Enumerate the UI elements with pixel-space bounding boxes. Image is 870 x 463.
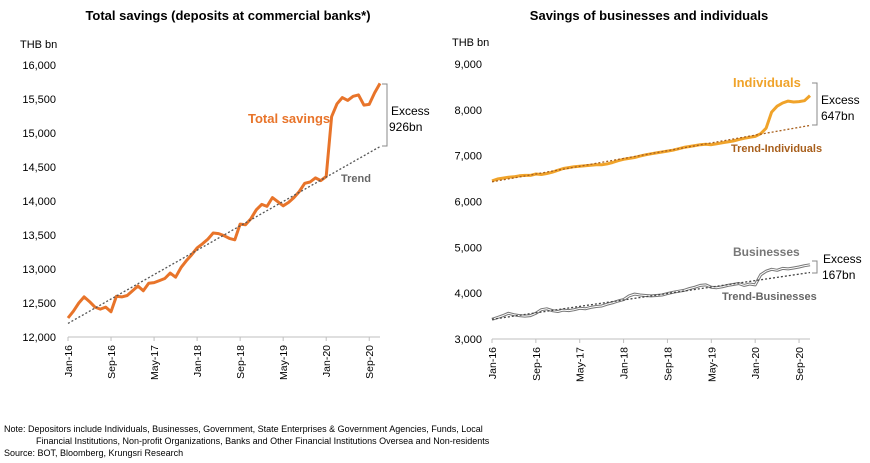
y-tick-label: 5,000 — [454, 242, 482, 254]
excess-label-individuals-line1: Excess — [821, 93, 860, 107]
footnote-line1: Note: Depositors include Individuals, Bu… — [4, 424, 483, 434]
x-tick-label: Jan-18 — [619, 347, 631, 379]
x-tick-label: Sep-20 — [794, 347, 806, 381]
x-tick-label: Sep-16 — [531, 347, 543, 381]
y-tick-label: 12,500 — [22, 298, 56, 310]
x-tick-label: Jan-20 — [321, 345, 333, 377]
x-axis-right: Jan-16 Sep-16 May-17 Jan-18 Sep-18 May-19 Jan-… — [487, 338, 810, 382]
y-tick-label: 13,500 — [22, 230, 56, 242]
series-label-businesses: Businesses — [733, 245, 800, 259]
y-unit-label-total: THB bn — [20, 39, 57, 51]
y-tick-label: 8,000 — [454, 105, 482, 117]
y-tick-label: 4,000 — [454, 288, 482, 300]
x-tick-label: Sep-18 — [235, 345, 247, 379]
excess-bracket-businesses — [812, 260, 818, 274]
x-tick-label: Sep-16 — [106, 345, 118, 379]
series-label-total-savings: Total savings — [248, 111, 330, 126]
excess-bracket-total — [382, 83, 388, 147]
y-tick-label: 16,000 — [22, 60, 56, 72]
y-tick-label: 13,000 — [22, 264, 56, 276]
chart-title-total-savings: Total savings (deposits at commercial ba… — [85, 8, 370, 23]
plot-area-right — [491, 94, 812, 321]
y-axis-right: 3,000 4,000 5,000 6,000 7,000 8,000 9,000 — [454, 59, 482, 346]
trend-label-total: Trend — [341, 173, 371, 185]
series-label-trend-individuals: Trend-Individuals — [731, 143, 822, 155]
y-tick-label: 7,000 — [454, 151, 482, 163]
y-tick-label: 14,000 — [22, 196, 56, 208]
y-axis-total: 12,000 12,500 13,000 13,500 14,000 14,500 15,0… — [22, 60, 56, 344]
x-tick-label: May-19 — [278, 345, 290, 380]
x-tick-label: Jan-16 — [63, 345, 75, 377]
y-unit-label-right: THB bn — [452, 37, 489, 49]
x-tick-label: May-19 — [706, 347, 718, 382]
x-tick-label: Jan-18 — [192, 345, 204, 377]
series-label-individuals: Individuals — [733, 75, 801, 90]
chart-title-business-individuals: Savings of businesses and individuals — [530, 8, 768, 23]
x-tick-label: May-17 — [575, 347, 587, 382]
footnote-line2: Financial Institutions, Non-profit Organ… — [36, 436, 490, 446]
x-tick-label: Jan-16 — [487, 347, 499, 379]
chart-business-individuals: Savings of businesses and individuals TH… — [452, 8, 862, 382]
excess-bracket-individuals — [812, 82, 818, 126]
excess-label-businesses-line1: Excess — [823, 252, 862, 266]
x-tick-label: Sep-18 — [662, 347, 674, 381]
x-tick-label: Sep-20 — [364, 345, 376, 379]
chart-total-savings: Total savings (deposits at commercial ba… — [20, 8, 430, 380]
trend-line-trend-businesses — [491, 271, 811, 320]
excess-label-total-line2: 926bn — [389, 120, 422, 134]
y-tick-label: 12,000 — [22, 332, 56, 344]
x-axis-total: Jan-16 Sep-16 May-17 Jan-18 Sep-18 May-19 Jan-… — [63, 336, 380, 380]
y-tick-label: 15,500 — [22, 94, 56, 106]
trend-line-trend-individuals — [491, 124, 811, 183]
x-tick-label: Jan-20 — [750, 347, 762, 379]
source-note: Source: BOT, Bloomberg, Krungsri Researc… — [4, 448, 184, 458]
y-tick-label: 14,500 — [22, 162, 56, 174]
y-tick-label: 15,000 — [22, 128, 56, 140]
series-label-trend-businesses: Trend-Businesses — [722, 291, 817, 303]
series-line-individuals — [491, 94, 812, 183]
y-tick-label: 6,000 — [454, 197, 482, 209]
excess-label-businesses-line2: 167bn — [822, 268, 855, 282]
excess-label-individuals-line2: 647bn — [821, 109, 854, 123]
x-tick-label: May-17 — [149, 345, 161, 380]
y-tick-label: 3,000 — [454, 334, 482, 346]
y-tick-label: 9,000 — [454, 59, 482, 71]
excess-label-total-line1: Excess — [391, 104, 430, 118]
plot-area-total — [66, 82, 382, 324]
series-line-total-savings — [66, 82, 382, 319]
